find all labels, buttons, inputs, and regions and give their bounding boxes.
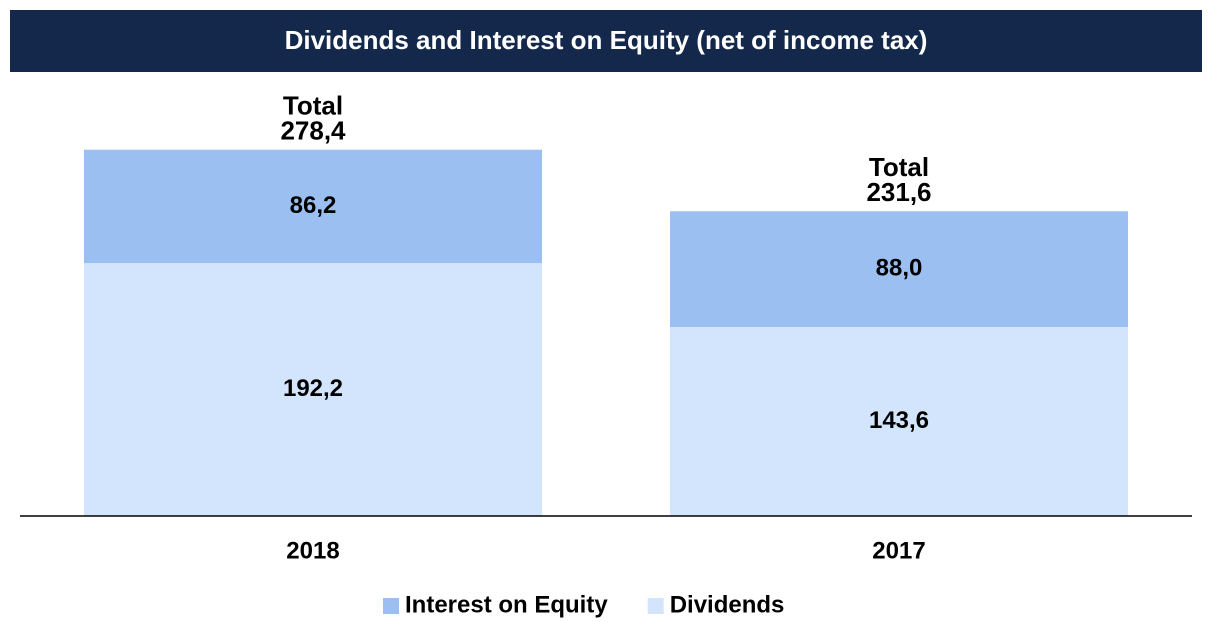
- bar-segment: [670, 327, 1128, 516]
- bar-segment: [84, 263, 542, 516]
- bar-segment: [670, 211, 1128, 328]
- legend-swatch: [647, 598, 664, 614]
- value-label: 143,6: [869, 407, 929, 434]
- total-title: Total: [283, 91, 343, 121]
- value-label: 86,2: [290, 192, 337, 219]
- total-label: 278,4: [280, 116, 346, 146]
- legend-label: Dividends: [670, 591, 785, 618]
- legend-swatch: [383, 598, 399, 614]
- bar-segment: [84, 149, 542, 264]
- legend-label: Interest on Equity: [405, 591, 608, 618]
- x-tick-label: 2017: [872, 537, 925, 564]
- title-bar: [10, 10, 1202, 72]
- total-title: Total: [869, 152, 929, 182]
- value-label: 192,2: [283, 375, 343, 402]
- chart-title: Dividends and Interest on Equity (net of…: [285, 25, 928, 55]
- value-label: 88,0: [876, 255, 923, 282]
- x-tick-label: 2018: [286, 537, 339, 564]
- total-label: 231,6: [866, 177, 931, 207]
